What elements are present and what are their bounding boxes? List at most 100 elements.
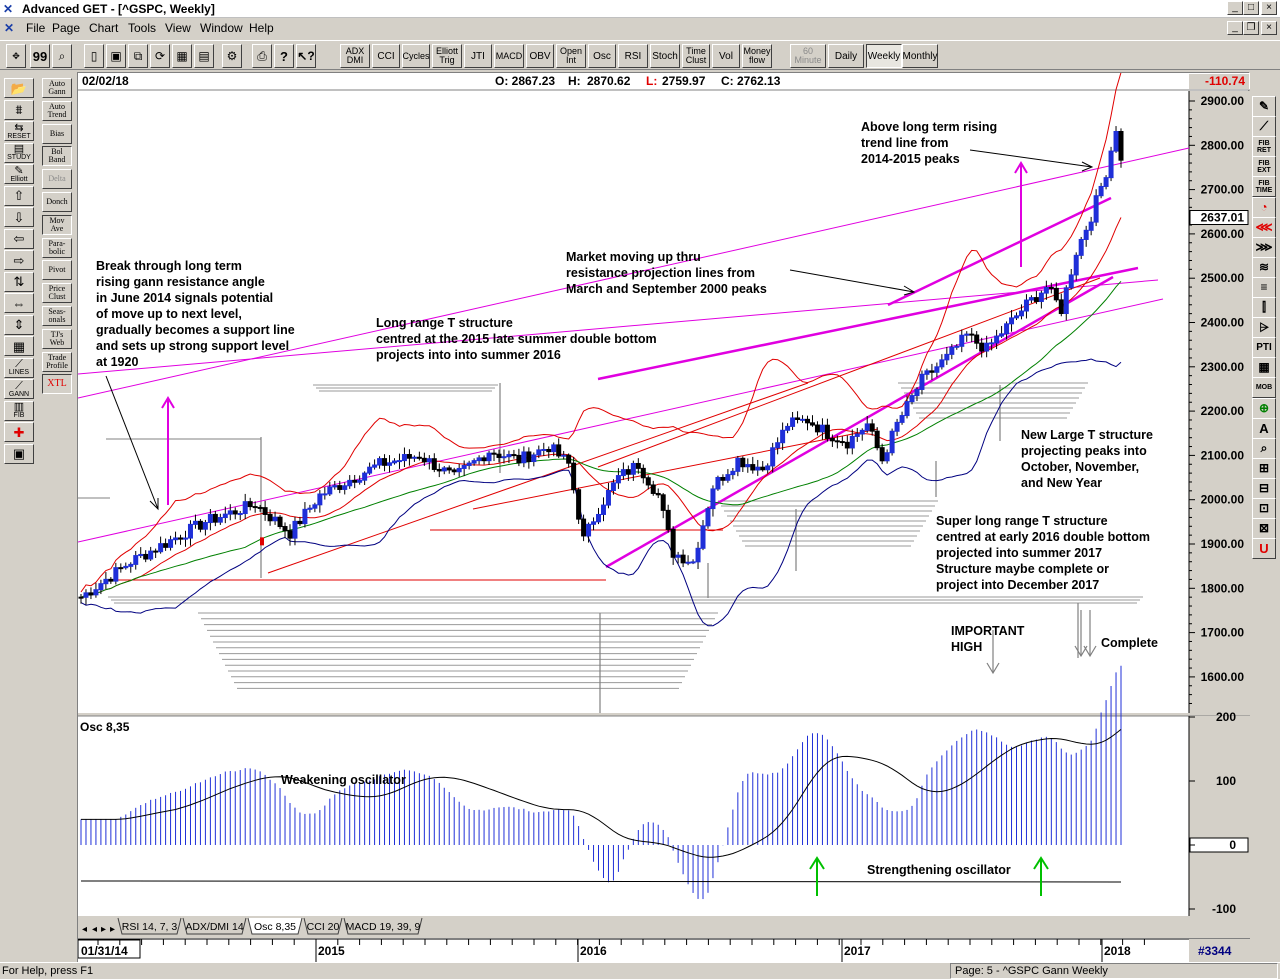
layout-icon[interactable]: ⧉ [128,44,148,68]
period-weekly-button[interactable]: Weekly [866,44,902,68]
right-tool-icon[interactable]: PTI [1252,337,1276,359]
minimize-button[interactable]: _ [1227,1,1243,15]
study-rsi-button[interactable]: RSI [618,44,648,68]
study-macd-button[interactable]: MACD [494,44,524,68]
left-tool-expand-vert-icon[interactable]: ⇅ [4,271,34,292]
study-open-int-button[interactable]: Open Int [556,44,586,68]
right-tool-icon[interactable]: ⊠ [1252,518,1276,540]
menu-page[interactable]: Page [52,21,81,35]
study-tab[interactable] [343,917,423,935]
study-tab[interactable] [182,917,247,935]
right-tool-icon[interactable]: ⫿ [1252,297,1276,318]
right-tool-icon[interactable]: A [1252,417,1276,439]
study-tab[interactable] [303,917,343,935]
left-study-button[interactable]: Trade Profile [42,351,72,372]
menu-tools[interactable]: Tools [128,21,157,35]
left-study-button[interactable]: Seas- onals [42,306,72,326]
right-tool-icon[interactable]: ▦ [1252,357,1276,379]
study-time-clust-button[interactable]: Time Clust [682,44,710,68]
menu-chart[interactable]: Chart [89,21,119,35]
left-study-button[interactable]: Auto Trend [42,100,72,121]
menu-window[interactable]: Window [200,21,243,35]
study-adx-dmi-button[interactable]: ADX DMI [340,44,370,68]
left-tool-lines-icon[interactable]: ⟋ LINES [4,357,34,378]
study-tab[interactable] [117,917,182,935]
period-daily-button[interactable]: Daily [828,44,864,68]
right-tool-icon[interactable]: FIB EXT [1252,156,1276,178]
left-tool-gann-fan-icon[interactable]: ⩩ [4,99,34,120]
help-icon[interactable]: ? [274,44,294,68]
left-tool-left-arrow-icon[interactable]: ⇦ [4,228,34,249]
zoom-icon[interactable]: ⌕ [52,44,72,68]
right-tool-icon[interactable]: ⊡ [1252,498,1276,519]
study-tab[interactable] [247,917,303,935]
context-help-icon[interactable]: ↖? [296,44,316,68]
left-study-button[interactable]: TJ's Web [42,328,72,349]
right-tool-icon[interactable]: ⋙ [1252,236,1276,258]
new-page-icon[interactable]: ▯ [84,44,104,68]
right-tool-icon[interactable]: MOB [1252,377,1276,399]
right-tool-icon[interactable]: ◔ [1252,196,1276,218]
study-cci-button[interactable]: CCI [372,44,400,68]
menu-file[interactable]: File [26,21,46,35]
left-study-button[interactable]: Auto Gann [42,78,72,98]
left-tool-crosshair-icon[interactable]: ✚ [4,422,34,442]
left-study-button[interactable]: Delta [42,169,72,190]
right-tool-icon[interactable]: ✎ [1252,96,1276,117]
study-vol-button[interactable]: Vol [712,44,740,68]
left-study-button[interactable]: Pivot [42,260,72,281]
doc-minimize-button[interactable]: _ [1227,21,1243,35]
study-cycles-button[interactable]: Cycles [402,44,430,68]
left-tool-grid-icon[interactable]: ▦ [4,336,34,356]
period-60-minute-button[interactable]: 60 Minute [790,44,826,68]
left-tool-expand-horiz-icon[interactable]: ⇔ [4,293,34,313]
left-tool-gann-icon[interactable]: ⟋ GANN [4,379,34,399]
study-elliott-trig-button[interactable]: Elliott Trig [432,44,462,68]
right-tool-icon[interactable]: ⋘ [1252,216,1276,238]
left-study-button[interactable]: XTL [42,374,72,395]
right-tool-icon[interactable]: ⟋ [1252,116,1276,138]
left-tool-study-icon[interactable]: ▤ STUDY [4,142,34,163]
right-tool-icon[interactable]: ⊟ [1252,477,1276,499]
left-tool-up-arrow-icon[interactable]: ⇧ [4,185,34,206]
price-chart[interactable]: 02/02/18 O: 2867.23 H: 2870.62 L: 2759.9… [78,73,1250,963]
right-tool-icon[interactable]: FIB RET [1252,136,1276,158]
study-obv-button[interactable]: OBV [526,44,554,68]
refresh-icon[interactable]: ⟳ [150,44,170,68]
left-study-button[interactable]: Bol Band [42,146,72,167]
left-tool-open-icon[interactable]: 📂 [4,78,34,98]
left-tool-reset-icon[interactable]: ⇆ RESET [4,121,34,141]
template-icon[interactable]: ▤ [194,44,214,68]
menu-view[interactable]: View [165,21,191,35]
left-tool-fib-icon[interactable]: ▥ FIB [4,400,34,421]
config-icon[interactable]: ⚙ [222,44,242,68]
doc-icon[interactable]: ✕ [4,21,15,35]
left-study-button[interactable]: Para- bolic [42,237,72,258]
grid-icon[interactable]: ▦ [172,44,192,68]
left-study-button[interactable]: Price Clust [42,283,72,304]
study-stoch-button[interactable]: Stoch [650,44,680,68]
menu-help[interactable]: Help [249,21,274,35]
maximize-button[interactable]: □ [1243,1,1259,15]
right-tool-icon[interactable]: ≋ [1252,256,1276,278]
study-money-flow-button[interactable]: Money flow [742,44,772,68]
save-icon[interactable]: ▣ [106,44,126,68]
doc-close-button[interactable]: × [1261,21,1277,35]
right-tool-icon[interactable]: ⩥ [1252,317,1276,339]
study-osc-button[interactable]: Osc [588,44,616,68]
left-tool-properties-icon[interactable]: ▣ [4,443,34,464]
pointer-icon[interactable]: ✥ [6,44,26,68]
left-study-button[interactable]: Mov Ave [42,214,72,235]
left-tool-elliott-icon[interactable]: ✎ Elliott [4,164,34,184]
left-study-button[interactable]: Donch [42,192,72,212]
right-tool-icon[interactable]: ⌕ [1252,437,1276,459]
right-tool-icon[interactable]: ⊕ [1252,397,1276,419]
right-tool-icon[interactable]: ≡ [1252,276,1276,298]
right-tool-icon[interactable]: ⊞ [1252,457,1276,479]
period-monthly-button[interactable]: Monthly [902,44,938,68]
close-button[interactable]: × [1261,1,1277,15]
print-icon[interactable]: ⎙ [252,44,272,68]
left-tool-down-arrow-icon[interactable]: ⇩ [4,207,34,227]
right-tool-icon[interactable]: U [1252,538,1276,560]
left-tool-compress-icon[interactable]: ⇕ [4,314,34,335]
